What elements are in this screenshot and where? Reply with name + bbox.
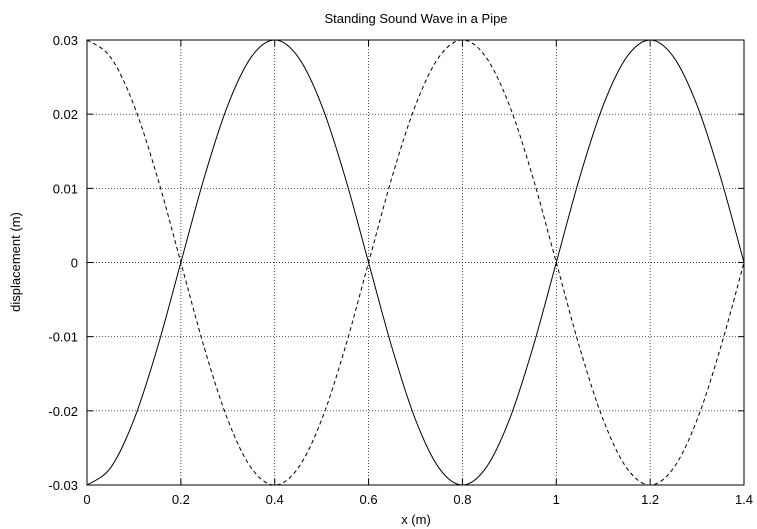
y-axis-label: displacement (m) (8, 212, 23, 312)
y-tick-label: 0.01 (53, 181, 78, 196)
x-tick-label: 1.4 (735, 492, 753, 507)
x-tick-label: 1 (553, 492, 560, 507)
x-axis-label: x (m) (401, 512, 431, 527)
chart-title: Standing Sound Wave in a Pipe (324, 11, 507, 26)
y-tick-label: -0.02 (48, 404, 78, 419)
axis-ticks (86, 39, 745, 486)
x-tick-label: 1.2 (641, 492, 659, 507)
x-tick-label: 0.6 (360, 492, 378, 507)
dashed-wave-line (86, 39, 745, 486)
y-tick-label: -0.03 (48, 478, 78, 493)
x-tick-label: 0 (83, 492, 90, 507)
x-tick-label: 0.4 (266, 492, 284, 507)
series-lines (86, 39, 745, 486)
y-tick-label: 0.03 (53, 33, 78, 48)
y-tick-labels: -0.03 -0.02 -0.01 0 0.01 0.02 0.03 (48, 33, 78, 493)
x-tick-label: 0.8 (453, 492, 471, 507)
y-tick-label: 0 (71, 256, 78, 271)
y-tick-label: 0.02 (53, 107, 78, 122)
solid-wave-line (86, 39, 745, 486)
x-tick-label: 0.2 (172, 492, 190, 507)
x-tick-labels: 0 0.2 0.4 0.6 0.8 1 1.2 1.4 (83, 492, 753, 507)
y-tick-label: -0.01 (48, 330, 78, 345)
